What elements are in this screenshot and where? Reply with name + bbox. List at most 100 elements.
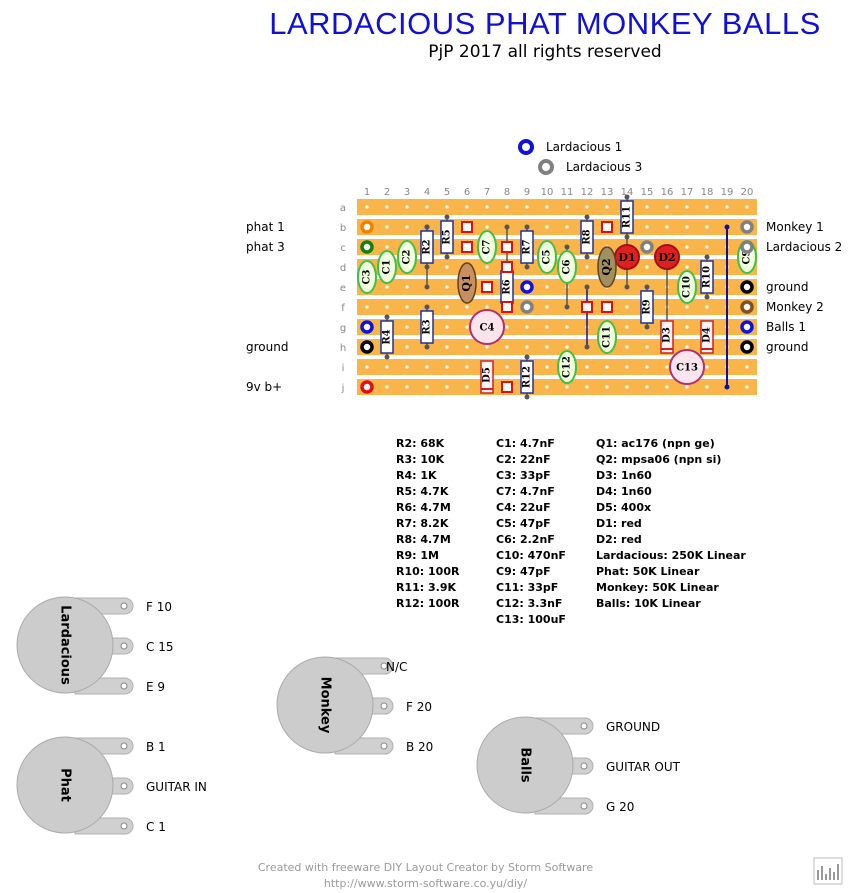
board-hole: [585, 265, 589, 269]
pot-body: [16, 736, 114, 834]
diode-label: D3: [662, 327, 673, 343]
led-label: D2: [658, 251, 675, 264]
copper-strip: [357, 319, 757, 335]
board-hole: [745, 205, 749, 209]
board-hole: [705, 385, 709, 389]
column-label: 19: [721, 187, 734, 198]
solder-point: [564, 244, 570, 250]
board-hole: [645, 265, 649, 269]
board-hole: [405, 325, 409, 329]
terminal-pad: [740, 300, 754, 314]
legend-lardacious-3: Lardacious 3: [566, 160, 643, 174]
right-label-ground-1: ground: [766, 280, 809, 294]
row-label: c: [340, 243, 346, 254]
board-hole: [505, 205, 509, 209]
board-hole: [445, 305, 449, 309]
pot-name: Lardacious: [58, 605, 73, 685]
footer-line-2: http://www.storm-software.co.yu/diy/: [323, 877, 528, 890]
board-hole: [385, 385, 389, 389]
board-hole: [745, 385, 749, 389]
bom-item: C5: 47pF: [496, 517, 551, 530]
column-label: 8: [504, 187, 510, 198]
bom-item: C11: 33pF: [496, 581, 559, 594]
bom-semis-pots: Q1: ac176 (npn ge) Q2: mpsa06 (npn si) D3:…: [596, 436, 746, 612]
capacitor-label: C9: [742, 250, 753, 265]
terminal-pad: [520, 280, 534, 294]
board-hole: [505, 345, 509, 349]
trace-cut: [461, 221, 473, 233]
bom-item: D5: 400x: [596, 501, 652, 514]
board-hole: [625, 305, 629, 309]
diode-body: [660, 320, 674, 354]
board-hole: [645, 385, 649, 389]
bom-item: C12: 3.3nF: [496, 597, 563, 610]
solder-point: [584, 344, 590, 350]
solder-point: [584, 254, 590, 260]
bom-item: C10: 470nF: [496, 549, 566, 562]
board-hole: [605, 365, 609, 369]
board-hole: [405, 385, 409, 389]
board-hole: [685, 205, 689, 209]
pot-balls-lug-2: GUITAR OUT: [606, 760, 680, 774]
board-hole: [445, 345, 449, 349]
row-label: f: [341, 303, 345, 314]
bom-item: C13: 100uF: [496, 613, 566, 626]
diode-label: D4: [702, 327, 713, 343]
column-label: 4: [424, 187, 430, 198]
pot-phat: Phat: [16, 736, 134, 835]
capacitor-label: C6: [562, 260, 573, 275]
board-hole: [385, 205, 389, 209]
resistor-label: R4: [382, 329, 393, 344]
column-label: 10: [541, 187, 554, 198]
board-hole: [385, 365, 389, 369]
board-hole: [685, 345, 689, 349]
resistor-body: [520, 360, 534, 394]
bom-item: Balls: 10K Linear: [596, 597, 701, 610]
board-hole: [725, 205, 729, 209]
legend-dot-grey: [538, 159, 554, 175]
capacitor-body: [557, 250, 577, 284]
copper-strip: [357, 239, 757, 255]
capacitor-body: [677, 270, 697, 304]
electrolytic-body: [669, 349, 705, 385]
pot-monkey-lug-3: B 20: [406, 740, 434, 754]
trace-cut: [481, 281, 493, 293]
column-label: 7: [484, 187, 490, 198]
pot-name: Phat: [58, 768, 73, 802]
board-hole: [665, 365, 669, 369]
board-hole: [685, 325, 689, 329]
solder-point: [424, 264, 430, 270]
board-hole: [465, 325, 469, 329]
row-label: i: [342, 363, 345, 374]
column-label: 3: [404, 187, 410, 198]
solder-point: [584, 214, 590, 220]
capacitor-body: [357, 260, 377, 294]
board-hole: [685, 305, 689, 309]
board-hole: [445, 325, 449, 329]
row-label: j: [341, 383, 345, 394]
trace-cut: [581, 301, 593, 313]
column-label: 15: [641, 187, 654, 198]
solder-point: [584, 284, 590, 290]
pot-phat-lug-1: B 1: [146, 740, 166, 754]
board-hole: [465, 345, 469, 349]
left-label-phat-3: phat 3: [246, 240, 285, 254]
column-label: 9: [524, 187, 530, 198]
pot-balls-lug-1: GROUND: [606, 720, 661, 734]
bom-item: R9: 1M: [396, 549, 439, 562]
solder-point: [504, 224, 510, 230]
bom-item: R8: 4.7M: [396, 533, 451, 546]
board-hole: [685, 265, 689, 269]
board-hole: [665, 225, 669, 229]
bom-item: C4: 22uF: [496, 501, 551, 514]
solder-point: [524, 224, 530, 230]
page-title: LARDACIOUS PHAT MONKEY BALLS: [269, 6, 821, 41]
bom-item: D2: red: [596, 533, 642, 546]
solder-point: [384, 314, 390, 320]
trace-cut: [601, 221, 613, 233]
column-label: 1: [364, 187, 370, 198]
board-hole: [625, 345, 629, 349]
capacitor-body: [477, 230, 497, 264]
pot-body: [16, 596, 114, 694]
pot-name: Balls: [518, 747, 533, 783]
